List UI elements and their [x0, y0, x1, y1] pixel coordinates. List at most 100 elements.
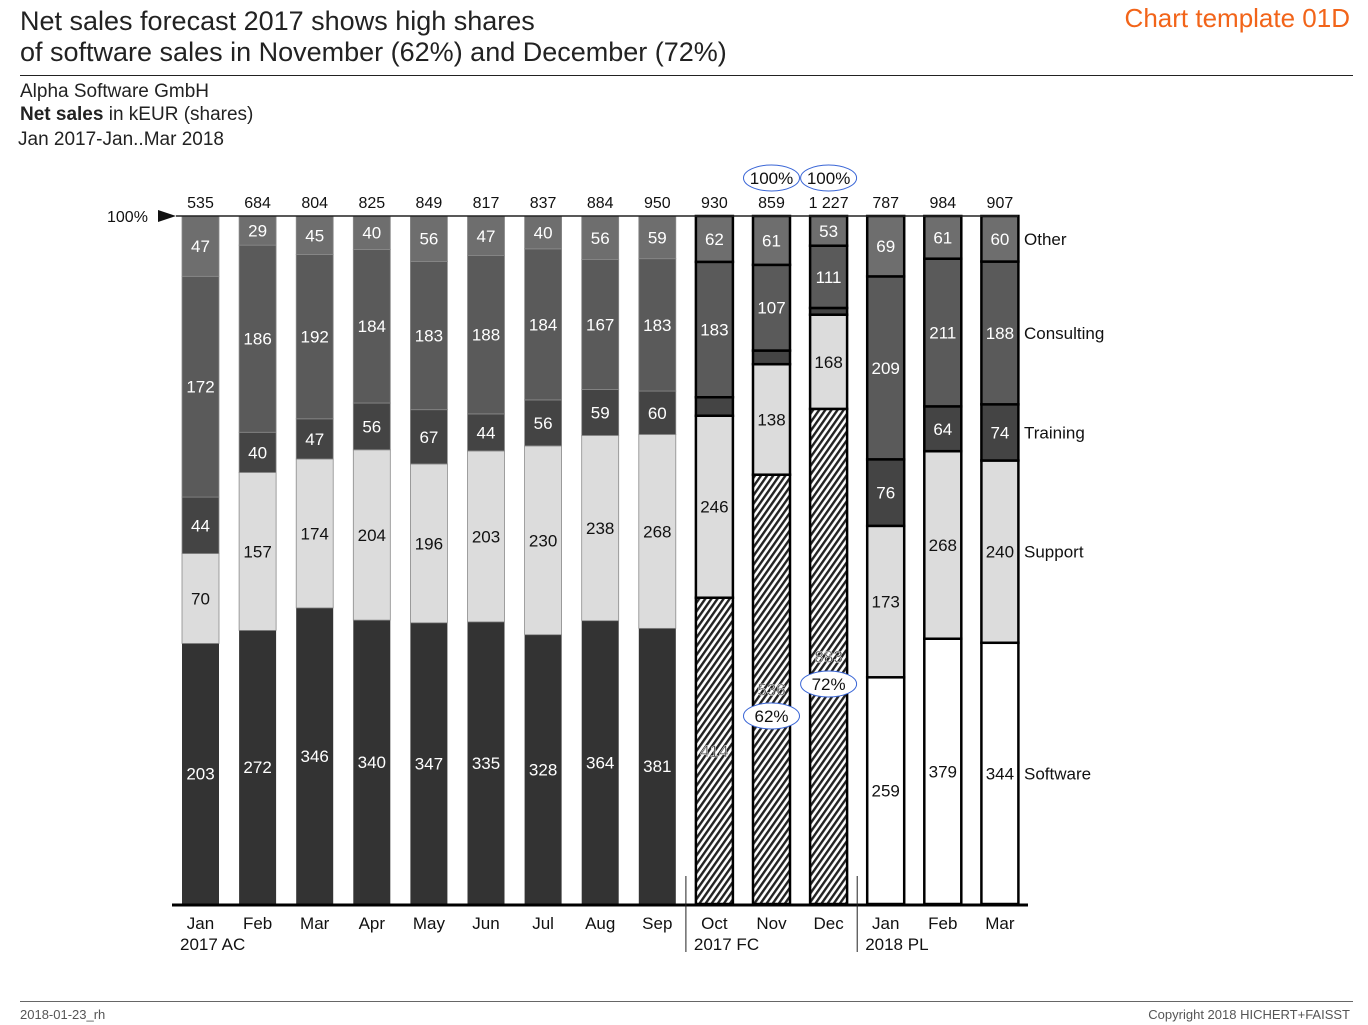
highlight-ellipse-0 [743, 702, 800, 730]
group-label-1: 2017 FC [694, 935, 759, 954]
data-label-software-5: 335 [472, 754, 500, 773]
footer-divider [20, 1001, 1353, 1002]
category-label-4: May [413, 914, 446, 933]
data-label-consulting-13: 211 [929, 324, 956, 343]
data-label-other-13: 61 [933, 228, 952, 247]
period-label: Jan 2017-Jan..Mar 2018 [18, 129, 224, 150]
data-label-consulting-8: 183 [643, 316, 671, 335]
bar-segment-software-7 [581, 620, 619, 904]
bar-segment-other-3 [352, 215, 391, 250]
data-label-support-11: 168 [814, 353, 842, 372]
bar-segment-consulting-1 [238, 244, 277, 433]
category-label-6: Jul [532, 914, 554, 933]
total-label-3: 825 [358, 195, 385, 212]
measure-label: Net sales in kEUR (shares) [20, 104, 253, 126]
data-label-other-7: 56 [591, 229, 610, 248]
total-label-2: 804 [301, 195, 328, 212]
data-label-software-11: 883 [814, 647, 842, 666]
data-label-consulting-4: 183 [415, 327, 443, 346]
data-label-other-11: 53 [819, 222, 838, 241]
group-label-2: 2018 PL [865, 935, 928, 954]
data-label-other-3: 40 [362, 224, 381, 243]
bar-segment-consulting-4 [409, 260, 448, 411]
title-line-1: Net sales forecast 2017 shows high share… [20, 6, 535, 36]
bar-segment-software-4 [410, 622, 448, 904]
footer-date: 2018-01-23_rh [20, 1007, 106, 1022]
total-label-14: 907 [987, 195, 1014, 212]
data-label-training-7: 59 [591, 404, 610, 423]
category-label-0: Jan [187, 914, 214, 933]
bar-segment-other-10 [751, 214, 792, 267]
bar-segment-training-0 [181, 496, 220, 554]
data-label-other-5: 47 [477, 227, 496, 246]
bar-segment-other-4 [409, 215, 448, 262]
data-label-support-13: 268 [929, 536, 957, 555]
bar-segment-support-4 [409, 463, 448, 624]
data-label-software-0: 203 [186, 765, 214, 784]
bar-segment-training-6 [524, 399, 562, 447]
stacked-bar-chart: 203 70 44 172 47 535 Jan 272 157 40 186 29 684 Feb 346… [107, 164, 1104, 954]
category-label-11: Dec [813, 914, 844, 933]
data-label-support-6: 230 [529, 531, 557, 550]
total-label-10: 859 [758, 195, 785, 212]
bar-segment-other-7 [581, 215, 620, 260]
data-label-support-1: 157 [243, 542, 271, 561]
data-label-consulting-0: 172 [186, 378, 214, 397]
data-label-other-2: 45 [305, 226, 324, 245]
bar-segment-consulting-0 [181, 275, 220, 498]
data-label-training-3: 56 [362, 417, 381, 436]
bar-segment-consulting-5 [467, 255, 505, 415]
data-label-software-8: 381 [643, 757, 671, 776]
reference-label: 100% [107, 209, 148, 226]
reference-arrow-icon [158, 210, 176, 222]
bar-segment-software-9 [694, 596, 735, 906]
total-label-9: 930 [701, 195, 728, 212]
category-label-7: Aug [585, 914, 615, 933]
data-label-software-7: 364 [586, 753, 614, 772]
data-label-consulting-2: 192 [301, 328, 329, 347]
bar-segment-training-4 [409, 409, 448, 465]
data-label-consulting-9: 183 [700, 321, 728, 340]
chart-title: Net sales forecast 2017 shows high share… [20, 6, 727, 68]
title-line-2: of software sales in November (62%) and … [20, 37, 727, 67]
bar-segment-support-11 [808, 313, 849, 411]
data-label-other-8: 59 [648, 228, 667, 247]
category-label-9: Oct [701, 914, 728, 933]
bar-segment-consulting-7 [581, 259, 620, 390]
data-label-software-3: 340 [358, 753, 386, 772]
data-label-consulting-10: 107 [757, 299, 785, 318]
data-label-training-5: 44 [477, 423, 496, 442]
bar-segment-training-1 [238, 431, 277, 473]
total-label-6: 837 [530, 195, 557, 212]
data-label-consulting-14: 188 [986, 324, 1014, 343]
data-label-consulting-12: 209 [872, 359, 900, 378]
data-label-software-6: 328 [529, 760, 557, 779]
total-label-7: 884 [587, 195, 614, 212]
data-label-software-1: 272 [243, 758, 271, 777]
category-label-10: Nov [756, 914, 787, 933]
bar-segment-software-1 [239, 630, 277, 904]
bar-segment-software-13 [923, 637, 963, 906]
bar-segment-other-2 [295, 215, 334, 255]
bar-segment-other-6 [524, 215, 562, 250]
bar-segment-other-9 [694, 214, 735, 264]
data-label-consulting-1: 186 [243, 330, 271, 349]
data-label-other-10: 61 [762, 231, 781, 250]
data-label-software-9: 414 [700, 742, 728, 761]
bar-segment-other-8 [638, 215, 677, 260]
group-label-0: 2017 AC [180, 935, 245, 954]
data-label-support-2: 174 [301, 524, 329, 543]
legend-label-support: Support [1024, 543, 1084, 562]
data-label-training-12: 76 [876, 484, 895, 503]
bar-segment-software-3 [353, 620, 391, 904]
highlight-label-0: 62% [754, 707, 788, 726]
bar-segment-consulting-2 [295, 254, 334, 420]
data-label-other-9: 62 [705, 230, 724, 249]
bar-segment-consulting-3 [352, 248, 391, 404]
highlight-ellipse-3 [800, 164, 858, 192]
data-label-training-13: 64 [933, 420, 952, 439]
data-label-consulting-7: 167 [586, 316, 614, 335]
total-label-11: 1 227 [809, 195, 849, 212]
bar-segment-training-7 [581, 389, 620, 436]
bar-segment-support-2 [295, 458, 334, 609]
